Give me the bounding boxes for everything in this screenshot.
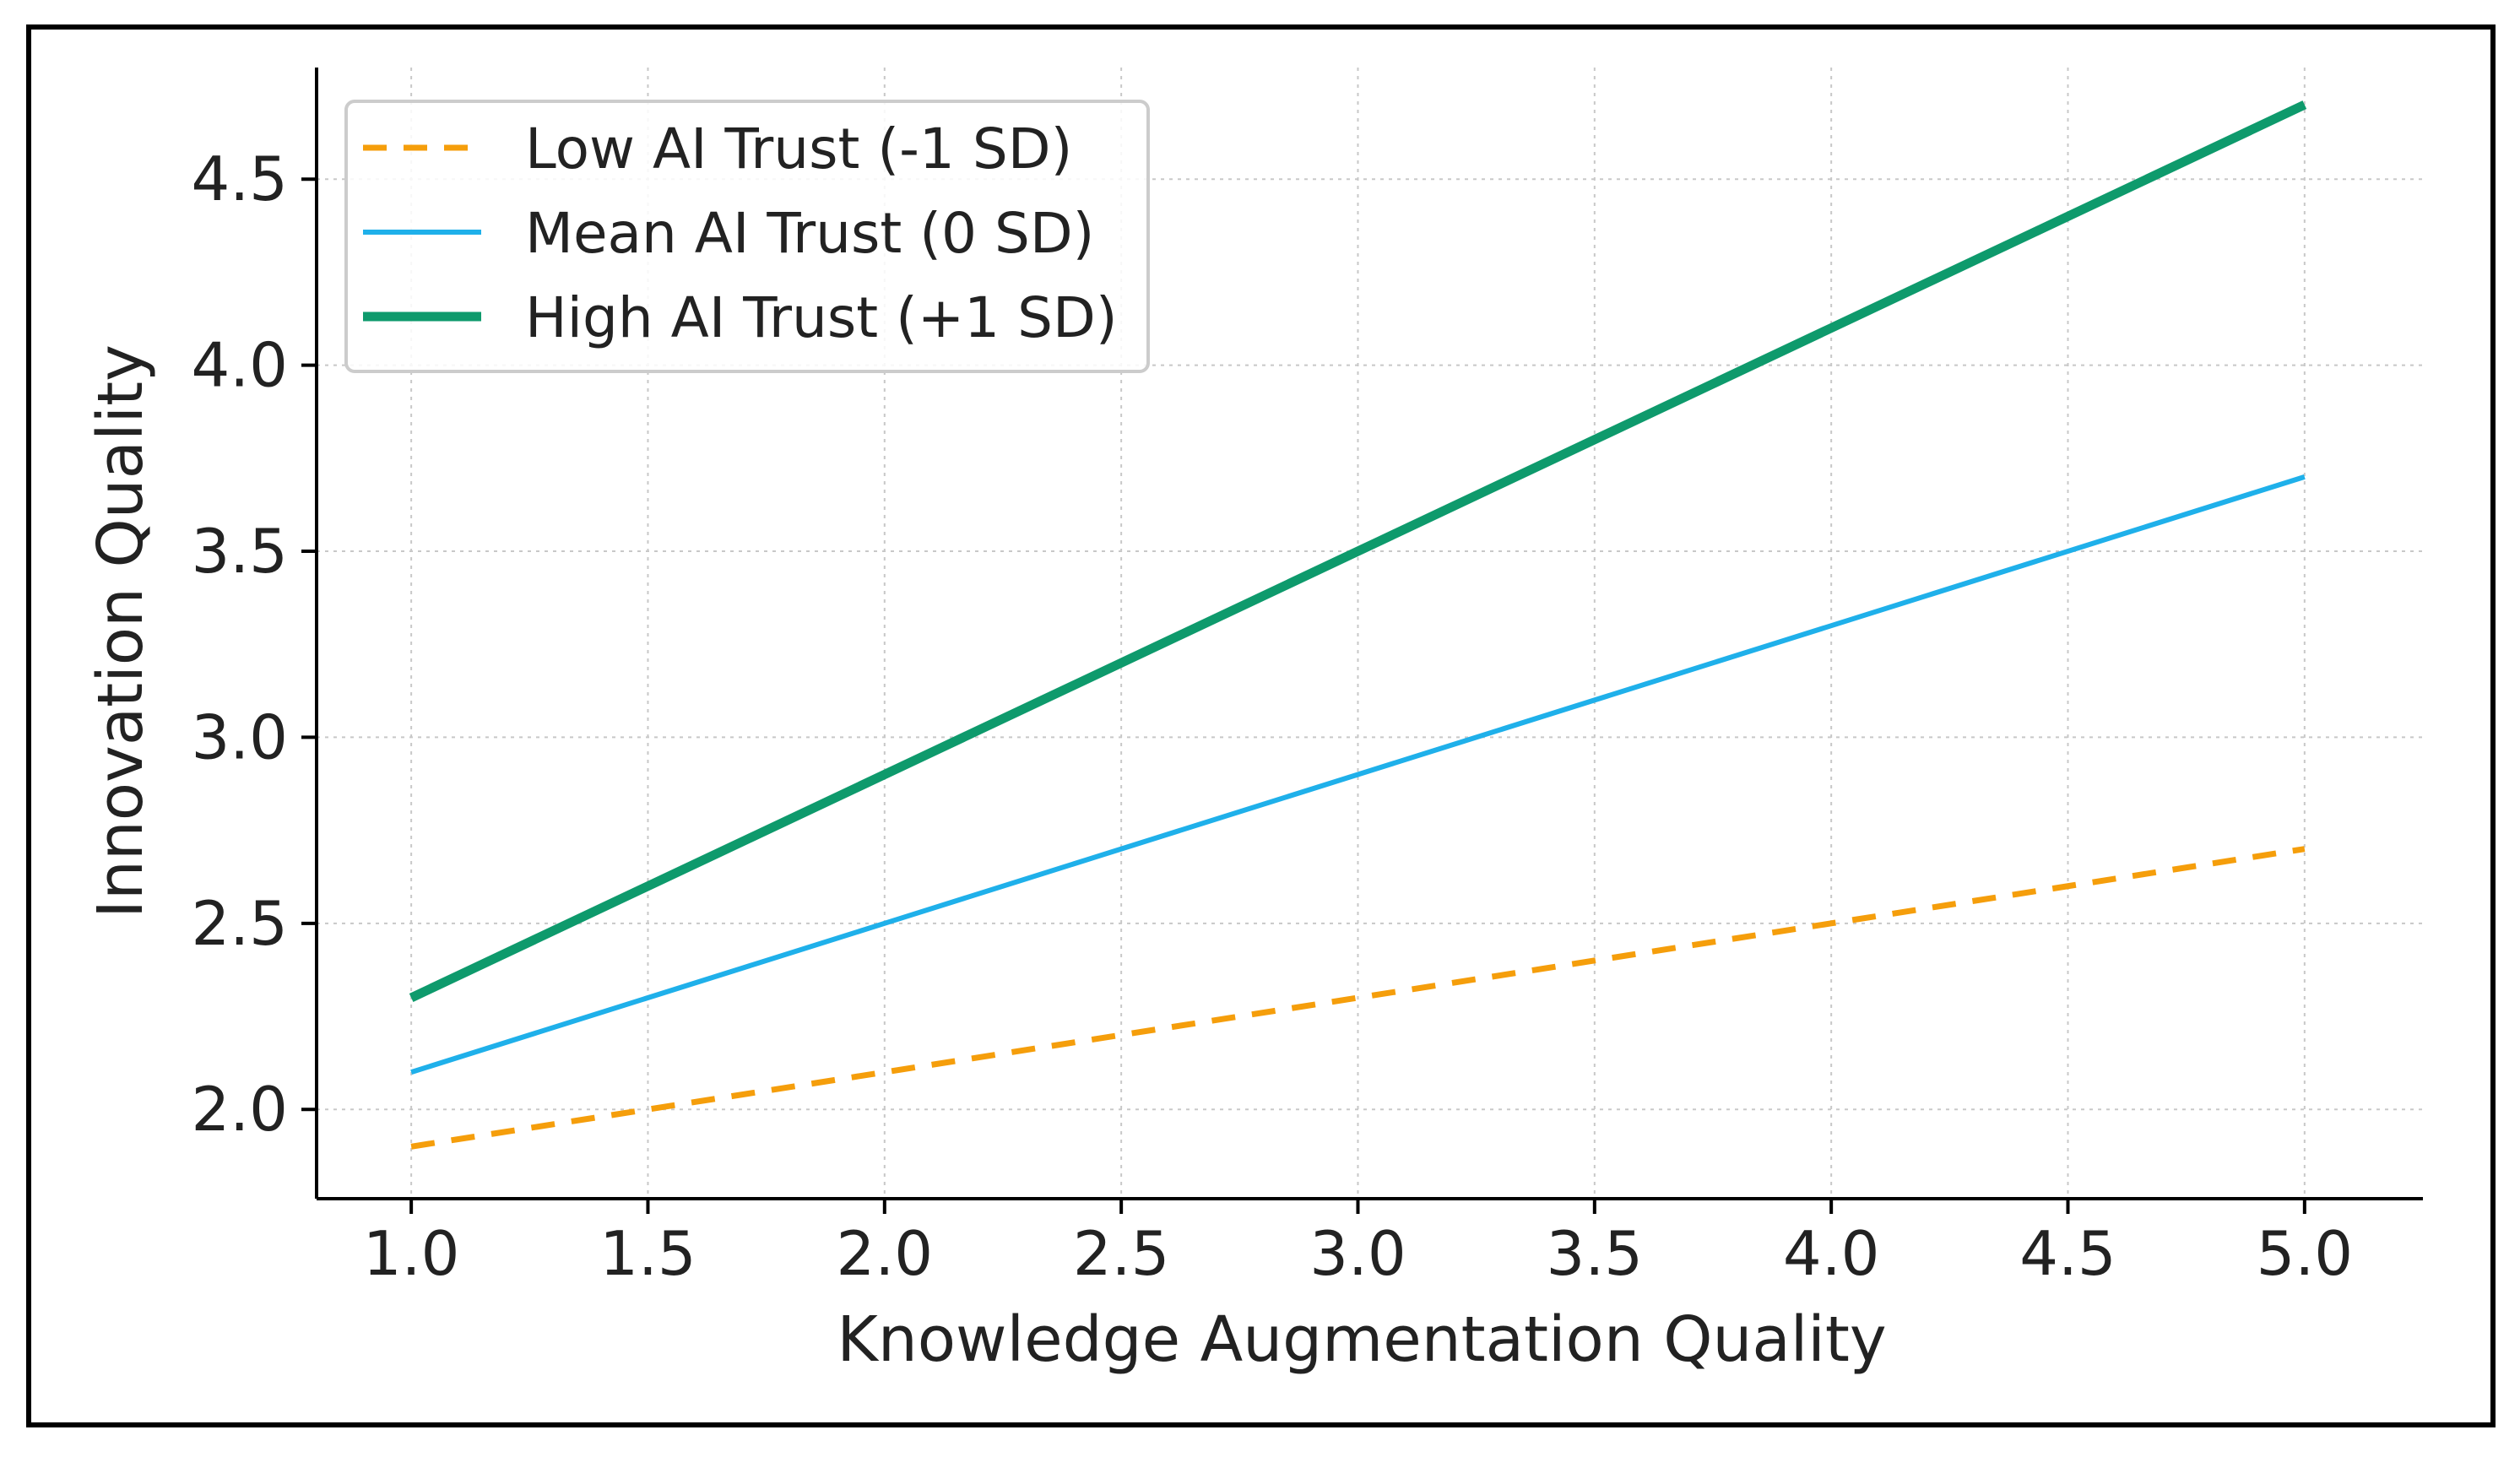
x-tick-label: 2.5 [1073, 1218, 1170, 1289]
series-line-2 [409, 100, 2307, 1002]
x-tick-label: 4.5 [2019, 1218, 2116, 1289]
x-tick-label: 1.5 [599, 1218, 696, 1289]
x-tick-label: 3.5 [1547, 1218, 1644, 1289]
y-tick-label: 4.0 [191, 330, 288, 401]
y-tick-label: 2.5 [191, 888, 288, 959]
series-line-0 [410, 846, 2306, 1150]
axes: 1.0 1.5 2.0 2.5 3.0 3.5 4.0 4.5 5.0 2.0 2.5 3.0 3.5 4… [191, 68, 2423, 1289]
x-axis-title: Knowledge Augmentation Quality [837, 1303, 1886, 1376]
series-lines [409, 100, 2307, 1150]
legend-label: High AI Trust (+1 SD) [525, 285, 1118, 350]
series-line-1 [410, 474, 2306, 1075]
y-tick-label: 3.5 [191, 516, 288, 587]
legend-label: Low AI Trust (-1 SD) [525, 116, 1072, 181]
x-tick-label: 1.0 [363, 1218, 460, 1289]
legend: Low AI Trust (-1 SD) Mean AI Trust (0 SD)… [344, 100, 1150, 373]
y-axis-title: Innovation Quality [84, 344, 157, 918]
x-tick-label: 5.0 [2257, 1218, 2354, 1289]
x-tick-label: 4.0 [1783, 1218, 1880, 1289]
x-tick-label: 3.0 [1309, 1218, 1406, 1289]
legend-box [344, 100, 1150, 373]
y-tick-label: 2.0 [191, 1074, 288, 1145]
x-tick-label: 2.0 [837, 1218, 934, 1289]
legend-label: Mean AI Trust (0 SD) [525, 201, 1094, 266]
y-tick-label: 4.5 [191, 144, 288, 214]
figure-border [26, 24, 2496, 1427]
y-tick-label: 3.0 [191, 701, 288, 772]
